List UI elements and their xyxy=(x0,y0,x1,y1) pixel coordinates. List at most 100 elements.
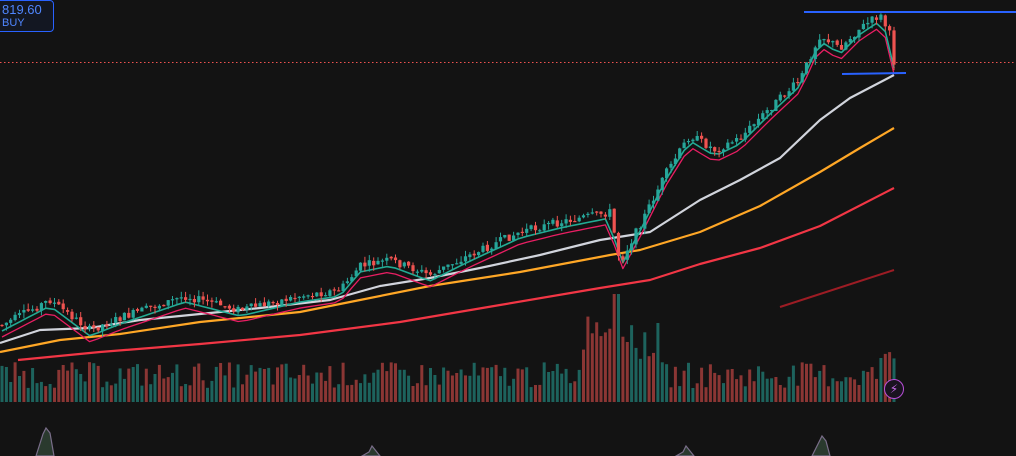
volume-bar xyxy=(739,375,743,402)
volume-bar xyxy=(79,374,83,402)
volume-bar xyxy=(673,366,677,402)
volume-bar xyxy=(302,364,306,402)
volume-bar xyxy=(682,370,686,402)
candle-body xyxy=(870,16,874,23)
volume-bar xyxy=(700,367,704,402)
drawing-lines[interactable] xyxy=(0,11,1016,75)
volume-bar xyxy=(245,374,249,402)
candle-body xyxy=(87,325,92,330)
volume-bar xyxy=(175,364,179,402)
candle-body xyxy=(459,261,463,265)
volume-bar xyxy=(70,362,74,402)
candle-body xyxy=(555,220,559,227)
candle-body xyxy=(341,283,345,292)
candle-body xyxy=(192,299,196,303)
candle-body xyxy=(551,219,555,224)
candle-body xyxy=(800,73,804,82)
candle-body xyxy=(686,141,691,143)
volume-bar xyxy=(722,383,725,402)
volume-bar xyxy=(433,375,437,402)
volume-bar xyxy=(324,380,328,402)
candle-body xyxy=(140,307,144,312)
candle-body xyxy=(542,224,546,231)
volume-bar xyxy=(625,342,629,402)
candle-body xyxy=(783,95,787,97)
volume-bar xyxy=(888,352,892,402)
volume-bar xyxy=(547,372,551,402)
candle-body xyxy=(302,296,306,298)
candle-body xyxy=(446,264,450,267)
buy-price: 819.60 xyxy=(2,2,42,17)
ma-50-line xyxy=(0,74,895,345)
candle-body xyxy=(507,234,511,241)
volume-bar xyxy=(617,294,620,402)
candle-body xyxy=(249,303,253,307)
volume-bar xyxy=(791,365,795,402)
candle-body xyxy=(280,299,284,306)
support-line xyxy=(841,72,907,75)
volume-bar xyxy=(534,385,537,402)
candle-body xyxy=(297,296,301,298)
volume-bar xyxy=(612,294,616,402)
candle-body xyxy=(232,308,236,312)
buy-order-button[interactable]: 819.60 BUY xyxy=(0,0,54,32)
volume-bar xyxy=(315,372,319,402)
candle-body xyxy=(520,231,524,233)
volume-bar xyxy=(328,366,332,402)
volume-bar xyxy=(494,364,498,402)
candle-body xyxy=(114,317,118,323)
volume-bar xyxy=(608,328,612,402)
volume-bar xyxy=(188,385,192,402)
candle-body xyxy=(787,91,791,96)
volume-bar xyxy=(538,384,542,402)
volume-bar xyxy=(424,385,428,402)
candle-body xyxy=(638,228,642,230)
candle-body xyxy=(258,303,262,307)
volume-bar xyxy=(136,364,139,402)
volume-bar xyxy=(752,381,756,402)
volume-bar xyxy=(529,387,533,402)
lightning-bolt-icon[interactable]: ⚡︎ xyxy=(884,379,904,399)
volume-bar xyxy=(835,381,839,402)
candle-body xyxy=(48,300,52,304)
volume-bar xyxy=(26,387,30,402)
volume-bar xyxy=(656,323,660,402)
volume-bar xyxy=(376,369,380,402)
candle-body xyxy=(818,39,822,48)
volume-bar xyxy=(105,381,109,402)
candle-body xyxy=(310,296,315,298)
volume-bar xyxy=(171,372,174,402)
volume-bar xyxy=(542,362,546,402)
volume-bar xyxy=(818,370,822,402)
candle-body xyxy=(254,303,258,307)
candle-body xyxy=(127,312,131,318)
candle-body xyxy=(739,138,743,140)
volume-bar xyxy=(83,381,87,402)
candle-body xyxy=(730,142,734,144)
candle-body xyxy=(669,163,673,168)
candle-body xyxy=(411,265,415,272)
candle-body xyxy=(643,213,647,229)
volume-bar xyxy=(595,322,599,402)
candle-body xyxy=(804,62,809,74)
candle-body xyxy=(634,228,638,245)
volume-bar xyxy=(450,375,454,402)
volume-bar xyxy=(140,385,144,402)
volume-bar xyxy=(236,364,240,402)
volume-bar xyxy=(573,381,577,402)
volume-bar xyxy=(568,383,572,402)
oscillator-peak xyxy=(811,434,831,456)
candle-body xyxy=(888,26,892,31)
volume-bar xyxy=(223,375,227,402)
candle-body xyxy=(874,17,879,20)
volume-bar xyxy=(0,365,4,402)
volume-bar xyxy=(157,364,161,402)
candle-body xyxy=(660,177,664,190)
volume-bar xyxy=(92,363,96,402)
volume-bar xyxy=(840,381,843,402)
candle-body xyxy=(153,306,157,308)
volume-bar xyxy=(18,376,21,402)
candle-body xyxy=(848,39,852,43)
